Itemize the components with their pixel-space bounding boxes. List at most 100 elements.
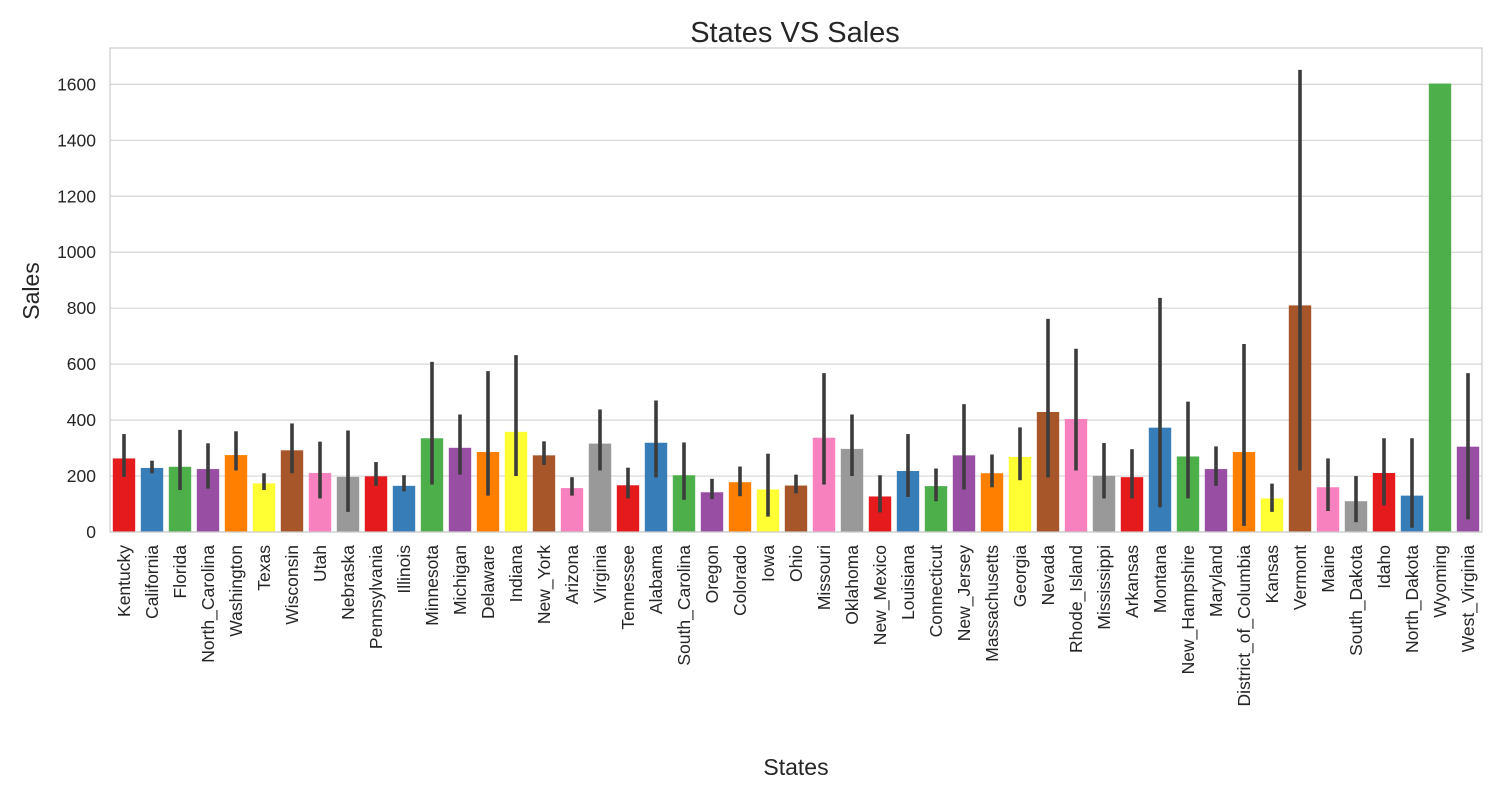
x-tick-label: California (142, 545, 162, 619)
bar-pennsylvania (364, 476, 388, 532)
x-tick-label: Pennsylvania (366, 545, 386, 649)
x-tick-label: Colorado (730, 545, 750, 616)
bar-massachusetts (980, 473, 1004, 532)
x-tick-label: Arizona (562, 545, 582, 605)
bar-tennessee (616, 485, 640, 532)
bar-oregon (700, 492, 724, 532)
bar-alabama (644, 442, 668, 532)
bar-georgia (1008, 457, 1032, 532)
bar-new-mexico (868, 496, 892, 532)
bar-ohio (784, 485, 808, 532)
x-tick-label: West_Virginia (1458, 545, 1479, 653)
y-tick-label: 0 (86, 522, 96, 542)
bar-texas (252, 483, 276, 532)
y-tick-labels: 0 200 400 600 800 1000 1200 1400 1600 (57, 74, 96, 542)
x-tick-label: Wyoming (1430, 545, 1450, 618)
x-tick-label: Oregon (702, 545, 722, 603)
y-tick-label: 600 (67, 354, 96, 374)
bar-wyoming (1428, 83, 1452, 532)
bar-minnesota (420, 438, 444, 532)
bar-kansas (1260, 498, 1284, 532)
bar-missouri (812, 437, 836, 532)
x-tick-label: Arkansas (1122, 545, 1142, 618)
x-tick-label: Indiana (506, 545, 526, 603)
x-tick-label: Florida (170, 545, 190, 599)
x-tick-label: Kentucky (114, 545, 134, 617)
x-axis-label: States (763, 754, 828, 780)
y-tick-label: 1600 (57, 74, 96, 94)
x-tick-label: Louisiana (898, 545, 918, 620)
bar-kentucky (112, 458, 136, 532)
x-tick-label: Virginia (590, 545, 610, 603)
bars (112, 83, 1480, 532)
bar-louisiana (896, 471, 920, 532)
bar-arkansas (1120, 477, 1144, 532)
x-tick-label: Missouri (814, 545, 834, 610)
x-tick-label: Texas (254, 545, 274, 591)
x-tick-label: Maryland (1206, 545, 1226, 617)
x-tick-label: Kansas (1262, 545, 1282, 604)
x-tick-label: District_of_Columbia (1234, 545, 1255, 707)
y-tick-label: 200 (67, 466, 96, 486)
x-tick-label: Delaware (478, 545, 498, 619)
x-tick-label: South_Dakota (1346, 545, 1367, 656)
bar-arizona (560, 488, 584, 532)
x-tick-label: Vermont (1290, 545, 1310, 610)
y-tick-label: 1200 (57, 186, 96, 206)
x-tick-label: Maine (1318, 545, 1338, 593)
bar-south-carolina (672, 475, 696, 532)
bar-maryland (1204, 469, 1228, 532)
bar-virginia (588, 443, 612, 532)
bar-indiana (504, 431, 528, 532)
x-tick-label: North_Dakota (1402, 545, 1423, 653)
gridlines (110, 83, 1482, 533)
x-tick-label: Oklahoma (842, 545, 862, 625)
bar-new-york (532, 455, 556, 532)
x-tick-label: Connecticut (926, 545, 946, 638)
bar-mississippi (1092, 475, 1116, 532)
bar-oklahoma (840, 448, 864, 532)
error-bars (122, 69, 1470, 528)
bar-illinois (392, 485, 416, 532)
y-tick-label: 400 (67, 410, 96, 430)
x-tick-label: Michigan (450, 545, 470, 615)
x-tick-label: Georgia (1010, 545, 1030, 608)
y-tick-label: 1000 (57, 242, 96, 262)
x-tick-label: North_Carolina (198, 545, 219, 663)
chart-title: States VS Sales (690, 17, 900, 49)
x-tick-label: Tennessee (618, 545, 638, 630)
y-axis-label: Sales (18, 262, 44, 320)
x-tick-label: Rhode_Island (1066, 545, 1087, 653)
bar-connecticut (924, 486, 948, 532)
bar-wisconsin (280, 450, 304, 532)
x-tick-label: New_Jersey (954, 545, 975, 642)
bar-new-jersey (952, 455, 976, 532)
bar-florida (168, 466, 192, 532)
x-tick-label: New_Hampshire (1178, 545, 1199, 674)
x-tick-label: Alabama (646, 545, 666, 614)
x-tick-label: Montana (1150, 545, 1170, 613)
x-tick-label: Washington (226, 545, 246, 637)
bar-michigan (448, 447, 472, 532)
x-tick-label: Iowa (758, 545, 778, 582)
bar-rhode-island (1064, 418, 1088, 532)
x-tick-label: New_York (534, 545, 555, 624)
x-tick-labels: Kentucky California Florida North_Carolina W… (114, 545, 1479, 707)
bar-colorado (728, 482, 752, 532)
plot-frame (109, 47, 1483, 533)
x-tick-label: Illinois (394, 545, 414, 594)
y-tick-label: 1400 (57, 130, 96, 150)
x-tick-label: Idaho (1374, 545, 1394, 589)
y-tick-label: 800 (67, 298, 96, 318)
x-tick-label: South_Carolina (674, 545, 695, 666)
x-tick-label: New_Mexico (870, 545, 891, 645)
x-tick-label: Utah (310, 545, 330, 582)
x-tick-label: Ohio (786, 545, 806, 582)
x-tick-label: Nevada (1038, 545, 1058, 606)
bar-washington (224, 455, 248, 532)
x-tick-label: Mississippi (1094, 545, 1114, 630)
x-tick-label: Minnesota (422, 545, 442, 626)
x-tick-label: Massachusetts (982, 545, 1002, 662)
bar-north-carolina (196, 469, 220, 532)
